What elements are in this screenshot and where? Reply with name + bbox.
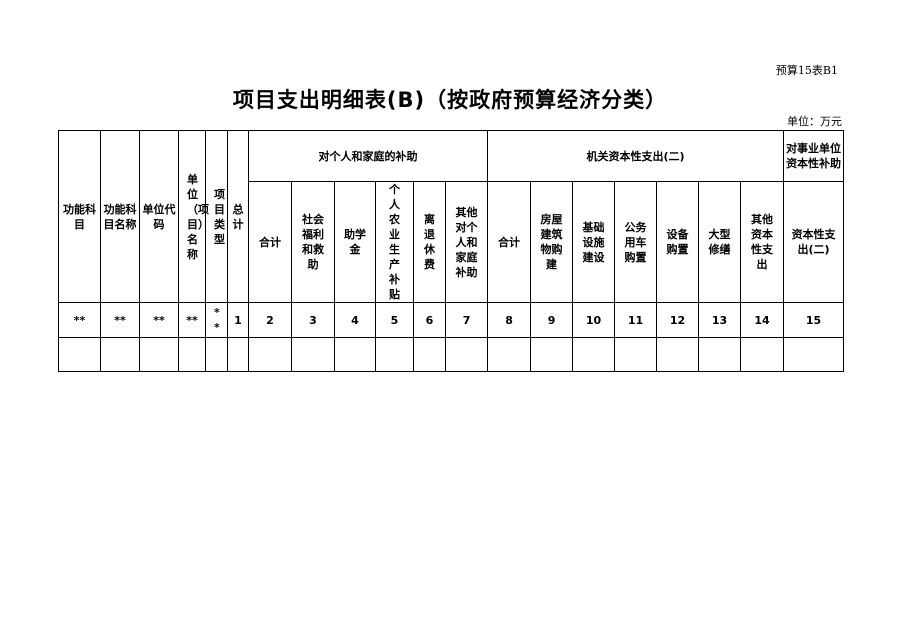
table-cell [178,337,206,372]
table-cell: 8 [487,302,532,338]
table-cell: ** [100,302,140,338]
column-header: 公务用车购置 [614,181,658,303]
group-header: 对个人和家庭的补助 [247,130,489,182]
table-cell: 7 [444,302,489,338]
table-cell: 9 [530,302,574,338]
form-code: 预算15表B1 [775,64,838,77]
table-cell [413,337,446,372]
column-header: 单位（项目）名称 [178,130,209,303]
table-cell [139,337,179,372]
column-header: 资本性支出(二) [783,181,845,303]
table-cell [614,337,658,372]
table-cell [100,337,140,372]
column-header: 合计 [487,181,532,303]
column-header: 功能科目名称 [100,130,140,303]
table-cell: ** [139,302,179,338]
table-row: ** ** ** ** ** 1 2 3 4 5 6 7 8 9 10 11 12 13 14 15 [58,302,845,338]
table-cell: ** [58,302,101,338]
column-header: 其他资本性支出 [740,181,785,303]
table-cell [783,337,845,372]
table-cell [530,337,574,372]
header-row-columns: 合计 社会福利和救助 助学金 个人农业生产补贴 离退休费 其他对个人和家庭补助 合计 房屋建筑… [59,181,845,303]
table-cell: 3 [291,302,335,338]
table-cell: 12 [656,302,700,338]
column-header: 设备购置 [656,181,700,303]
table-cell: ** [205,302,228,338]
budget-table: 功能科目 功能科目名称 单位代码 单位（项目）名称 项目类型 总计 对个人和家庭的补助 机关资… [58,130,845,372]
column-header: 离退休费 [413,181,446,303]
table-cell [334,337,376,372]
table-cell: ** [178,302,206,338]
table-cell [291,337,335,372]
table-cell [656,337,700,372]
table-cell: 10 [572,302,616,338]
table-cell [205,337,228,372]
column-header: 个人农业生产补贴 [375,181,414,303]
table-cell: 14 [740,302,785,338]
column-header: 基础设施建设 [572,181,616,303]
column-header: 总计 [227,130,249,303]
column-header: 社会福利和救助 [291,181,335,303]
table-cell: 1 [227,302,249,338]
table-cell: 11 [614,302,658,338]
page-title: 项目支出明细表(B)（按政府预算经济分类） [232,88,668,112]
column-header: 合计 [248,181,292,303]
table-cell [248,337,292,372]
table-cell [740,337,785,372]
table-cell: 2 [248,302,292,338]
table-cell [444,337,489,372]
table-cell: 5 [375,302,414,338]
table-row [58,337,845,372]
table-cell: 13 [698,302,742,338]
unit-label: 单位：万元 [787,115,842,128]
column-header: 功能科目 [58,130,101,303]
table-cell [375,337,414,372]
column-header: 房屋建筑物购建 [530,181,574,303]
group-header: 机关资本性支出(二) [487,130,785,182]
table-cell [487,337,532,372]
header-row-groups: 功能科目 功能科目名称 单位代码 单位（项目）名称 项目类型 总计 对个人和家庭的补助 机关资… [58,130,845,303]
group-header: 对事业单位资本性补助 [783,130,845,182]
table-cell: 6 [413,302,446,338]
table-cell [572,337,616,372]
column-header: 助学金 [334,181,376,303]
column-header: 其他对个人和家庭补助 [444,181,489,303]
table-cell: 4 [334,302,376,338]
table-cell: 15 [783,302,845,338]
column-header: 大型修缮 [698,181,742,303]
table-cell [227,337,249,372]
table-cell [58,337,101,372]
table-cell [698,337,742,372]
column-header: 单位代码 [139,130,179,303]
